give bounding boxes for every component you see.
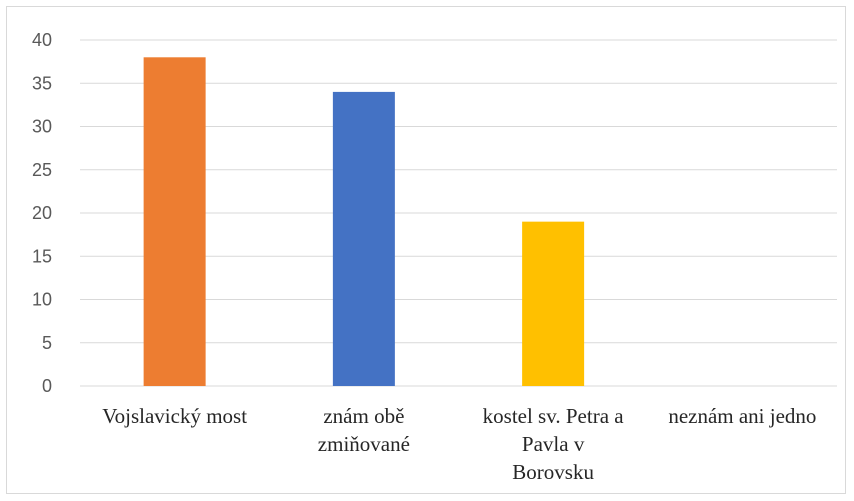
y-tick-label: 10 bbox=[32, 290, 52, 310]
y-tick-label: 15 bbox=[32, 246, 52, 266]
bar bbox=[143, 57, 206, 387]
x-category-label: znám obě bbox=[323, 404, 404, 428]
y-tick-label: 20 bbox=[32, 203, 52, 223]
y-tick-label: 0 bbox=[42, 376, 52, 396]
bar bbox=[522, 221, 585, 386]
x-category-label: zmiňované bbox=[318, 432, 410, 456]
x-category-label: Vojslavický most bbox=[102, 404, 247, 428]
bar bbox=[332, 91, 395, 387]
y-tick-label: 25 bbox=[32, 160, 52, 180]
x-category-label: Borovsku bbox=[512, 460, 594, 484]
x-category-label: Pavla v bbox=[522, 432, 585, 456]
y-tick-label: 30 bbox=[32, 117, 52, 137]
y-tick-label: 5 bbox=[42, 333, 52, 353]
y-tick-label: 40 bbox=[32, 30, 52, 50]
y-tick-label: 35 bbox=[32, 73, 52, 93]
x-category-label: kostel sv. Petra a bbox=[483, 404, 625, 428]
x-category-label: neznám ani jedno bbox=[668, 404, 816, 428]
